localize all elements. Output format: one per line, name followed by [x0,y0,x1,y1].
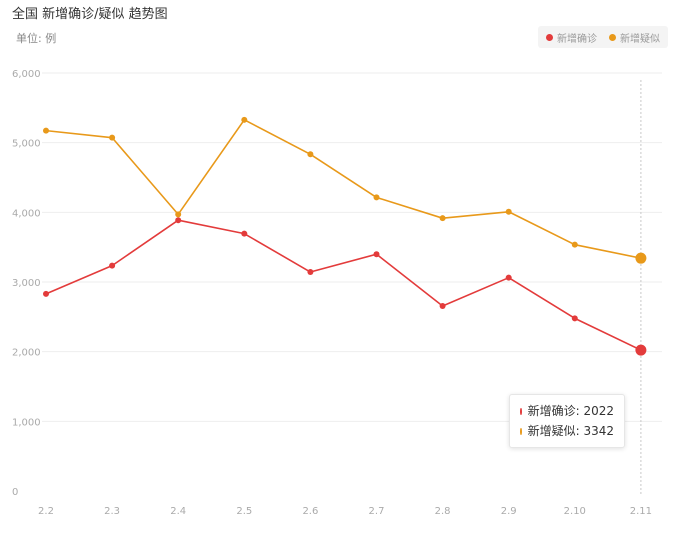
data-point-suspected [241,116,248,123]
data-point-suspected [635,252,647,264]
legend-item-confirmed[interactable]: 新增确诊 [546,30,597,45]
legend-marker-suspected [609,33,616,41]
legend-item-suspected[interactable]: 新增疑似 [609,30,660,45]
data-point-suspected [439,215,446,222]
x-tick-label: 2.2 [38,506,54,517]
legend-label-suspected: 新增疑似 [620,33,660,45]
data-point-confirmed [571,315,578,322]
y-tick-label: 6,000 [12,69,41,80]
tooltip-marker-confirmed [520,407,522,415]
legend: 新增确诊 新增疑似 [538,26,668,48]
x-tick-label: 2.8 [435,506,451,517]
data-point-confirmed [505,274,512,281]
y-tick-label: 5,000 [12,139,41,150]
data-point-confirmed [43,290,49,297]
data-point-confirmed [241,230,248,237]
y-tick-label: 1,000 [12,417,41,428]
data-point-confirmed [635,344,647,356]
tooltip: 新增确诊: 2022 新增疑似: 3342 [509,394,625,448]
data-point-suspected [175,211,182,218]
data-point-suspected [505,208,512,215]
data-point-confirmed [175,217,182,224]
y-tick-label: 2,000 [12,348,41,359]
data-point-suspected [373,194,380,201]
x-tick-label: 2.10 [564,506,586,517]
x-tick-label: 2.4 [170,506,186,517]
x-tick-label: 2.9 [501,506,517,517]
x-tick-label: 2.7 [369,506,385,517]
data-point-suspected [307,151,314,158]
chart-title: 全国 新增确诊/疑似 趋势图 [12,7,168,22]
data-point-confirmed [109,262,116,269]
y-tick-label: 0 [12,487,18,498]
data-point-confirmed [373,251,380,258]
data-point-confirmed [307,269,314,276]
tooltip-suspected-text: 新增疑似: 3342 [527,424,614,438]
tooltip-row-confirmed: 新增确诊: 2022 [520,401,614,421]
data-point-confirmed [439,302,446,309]
y-tick-label: 4,000 [12,208,41,219]
tooltip-confirmed-text: 新增确诊: 2022 [527,404,614,418]
x-tick-label: 2.5 [236,506,252,517]
x-tick-label: 2.11 [630,506,652,517]
legend-marker-confirmed [546,33,553,41]
unit-label: 单位: 例 [16,32,57,45]
data-point-suspected [571,241,578,248]
data-point-suspected [109,134,116,141]
tooltip-marker-suspected [520,427,522,435]
legend-label-confirmed: 新增确诊 [557,33,597,45]
y-tick-label: 3,000 [12,278,41,289]
series-line-confirmed [45,219,642,351]
series-line-suspected [45,119,642,259]
data-point-suspected [43,127,49,134]
x-tick-label: 2.3 [104,506,120,517]
x-tick-label: 2.6 [302,506,318,517]
tooltip-row-suspected: 新增疑似: 3342 [520,421,614,441]
